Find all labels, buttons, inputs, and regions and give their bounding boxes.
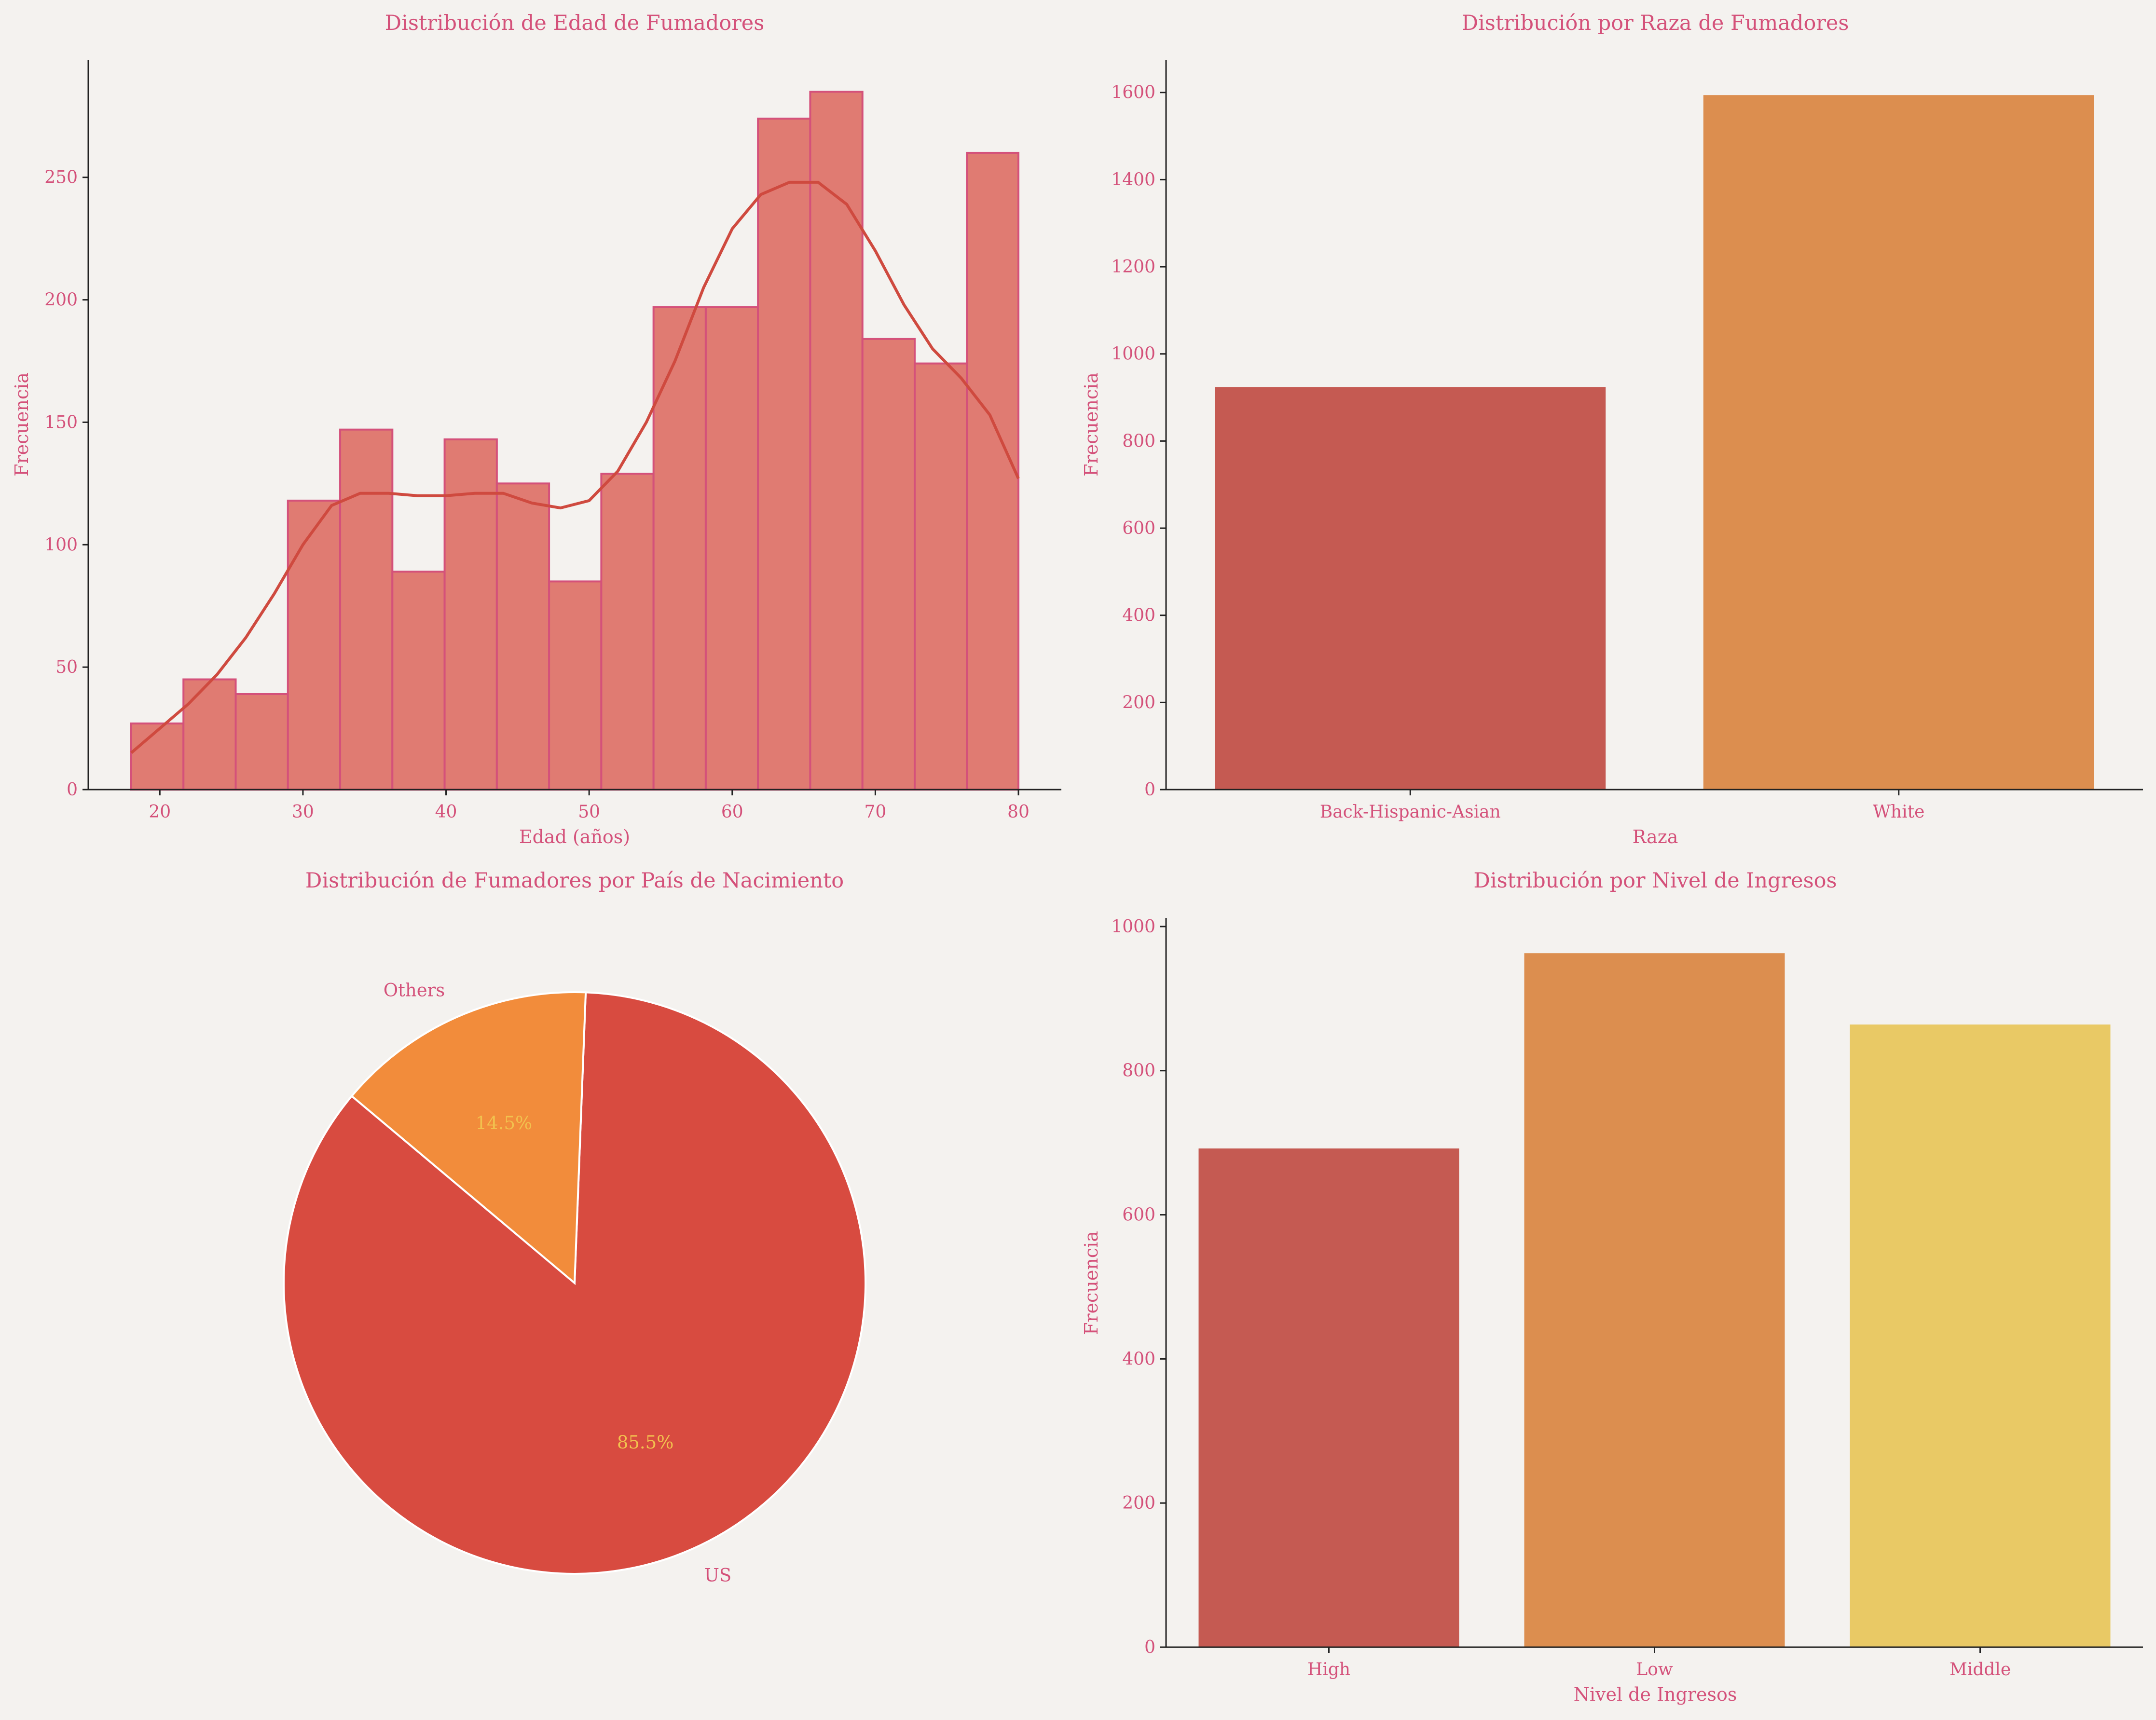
y-tick-label: 600 bbox=[1122, 1205, 1155, 1225]
y-tick-label: 400 bbox=[1122, 606, 1155, 626]
country-pie: US 85.5% Others 14.5% bbox=[283, 980, 867, 1585]
histogram-bar bbox=[704, 306, 759, 791]
age-kde-line bbox=[130, 180, 1020, 754]
bar-white bbox=[1703, 95, 2094, 790]
y-tick-label: 1400 bbox=[1111, 170, 1155, 190]
y-tick-label: 400 bbox=[1122, 1349, 1155, 1369]
country-pie-title: Distribución de Fumadores por País de Na… bbox=[305, 869, 844, 893]
histogram-bar bbox=[548, 580, 603, 791]
income-bar-panel: Distribución por Nivel de Ingresos High L… bbox=[1081, 869, 2143, 1705]
bar-high bbox=[1198, 1148, 1459, 1647]
x-tick-label: 50 bbox=[578, 802, 600, 822]
histogram-bar bbox=[966, 151, 1020, 791]
x-tick-label: 30 bbox=[292, 802, 314, 822]
x-tick-label: 60 bbox=[721, 802, 743, 822]
income-bar-title: Distribución por Nivel de Ingresos bbox=[1473, 869, 1837, 893]
y-tick-label: 800 bbox=[1122, 431, 1155, 451]
histogram-bar bbox=[757, 117, 811, 791]
age-histogram-y-ticks: 0 50 100 150 200 250 bbox=[44, 168, 88, 800]
histogram-bar bbox=[495, 482, 550, 791]
race-bar-x-ticks: Back-Hispanic-Asian White bbox=[1320, 790, 1924, 822]
x-tick-label: High bbox=[1307, 1660, 1350, 1679]
pie-label-us: US bbox=[704, 1565, 732, 1585]
y-tick-label: 600 bbox=[1122, 519, 1155, 538]
bar-back-hispanic-asian bbox=[1215, 387, 1606, 790]
y-tick-label: 1600 bbox=[1111, 83, 1155, 103]
income-bars bbox=[1198, 953, 2111, 1647]
histogram-bar bbox=[182, 678, 237, 791]
histogram-bar bbox=[443, 438, 498, 791]
race-bar-x-label: Raza bbox=[1633, 826, 1678, 847]
income-bar-y-ticks: 0 200 400 600 800 1000 bbox=[1111, 917, 1166, 1657]
race-bar-y-ticks: 0 200 400 600 800 1000 1200 1400 1600 bbox=[1111, 83, 1166, 800]
age-histogram-x-ticks: 20 30 40 50 60 70 80 bbox=[149, 790, 1030, 822]
pie-label-others: Others bbox=[384, 980, 445, 1001]
y-tick-label: 1200 bbox=[1111, 257, 1155, 277]
age-histogram-y-label: Frecuencia bbox=[11, 372, 32, 477]
age-histogram-title: Distribución de Edad de Fumadores bbox=[385, 11, 765, 35]
x-tick-label: 70 bbox=[864, 802, 886, 822]
x-tick-label: White bbox=[1873, 802, 1924, 822]
y-tick-label: 0 bbox=[1144, 1638, 1155, 1657]
y-tick-label: 1000 bbox=[1111, 344, 1155, 364]
histogram-bar bbox=[652, 306, 707, 791]
y-tick-label: 150 bbox=[44, 412, 78, 432]
race-bar-y-label: Frecuencia bbox=[1081, 372, 1102, 477]
x-tick-label: Middle bbox=[1950, 1660, 2011, 1679]
y-tick-label: 800 bbox=[1122, 1061, 1155, 1081]
pie-percent-us: 85.5% bbox=[617, 1432, 674, 1453]
histogram-bar bbox=[234, 693, 289, 791]
income-bar-y-label: Frecuencia bbox=[1081, 1231, 1102, 1335]
y-tick-label: 1000 bbox=[1111, 917, 1155, 937]
pie-percent-others: 14.5% bbox=[476, 1113, 533, 1133]
y-tick-label: 50 bbox=[55, 657, 78, 677]
race-bar-panel: Distribución por Raza de Fumadores Back-… bbox=[1081, 11, 2143, 847]
y-tick-label: 0 bbox=[1144, 780, 1155, 800]
income-bar-x-ticks: High Low Middle bbox=[1307, 1647, 2011, 1679]
histogram-bar bbox=[861, 338, 916, 791]
country-pie-panel: Distribución de Fumadores por País de Na… bbox=[283, 869, 867, 1585]
pie-slice-others bbox=[350, 991, 587, 1285]
y-tick-label: 200 bbox=[44, 290, 78, 310]
histogram-bar bbox=[339, 428, 394, 791]
histogram-bar bbox=[913, 362, 968, 791]
race-bar-title: Distribución por Raza de Fumadores bbox=[1462, 11, 1849, 35]
x-tick-label: 40 bbox=[435, 802, 457, 822]
bar-low bbox=[1524, 953, 1785, 1647]
y-tick-label: 0 bbox=[67, 780, 78, 800]
y-tick-label: 200 bbox=[1122, 693, 1155, 712]
histogram-bar bbox=[809, 91, 864, 791]
y-tick-label: 100 bbox=[44, 535, 78, 555]
y-tick-label: 250 bbox=[44, 168, 78, 188]
x-tick-label: Back-Hispanic-Asian bbox=[1320, 802, 1501, 822]
histogram-bar bbox=[391, 571, 446, 791]
race-bars bbox=[1215, 95, 2094, 790]
histogram-bar bbox=[287, 499, 342, 791]
age-histogram-bars bbox=[130, 91, 1020, 791]
bar-middle bbox=[1850, 1024, 2111, 1647]
x-tick-label: Low bbox=[1636, 1660, 1673, 1679]
x-tick-label: 20 bbox=[149, 802, 171, 822]
income-bar-x-label: Nivel de Ingresos bbox=[1574, 1684, 1737, 1705]
histogram-bar bbox=[130, 722, 185, 791]
x-tick-label: 80 bbox=[1007, 802, 1030, 822]
age-histogram-panel: Distribución de Edad de Fumadores 20 30 40… bbox=[11, 11, 1061, 847]
y-tick-label: 200 bbox=[1122, 1493, 1155, 1513]
histogram-bar bbox=[600, 473, 655, 791]
age-histogram-x-label: Edad (años) bbox=[519, 826, 630, 847]
